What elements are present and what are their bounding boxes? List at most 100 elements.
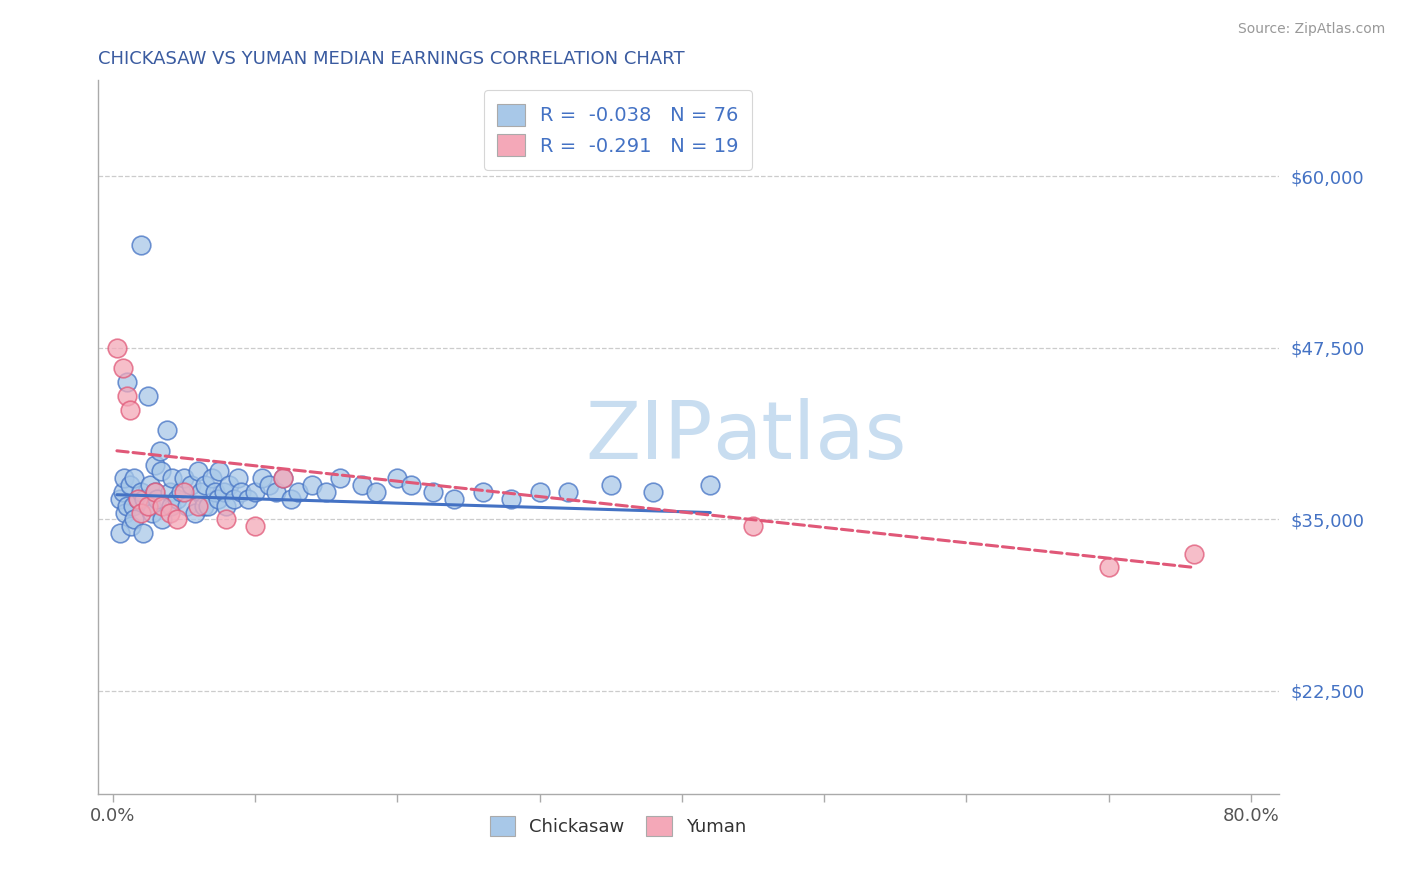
Point — [257, 478, 280, 492]
Point — [121, 499, 143, 513]
Point — [118, 402, 141, 417]
Point — [222, 491, 245, 506]
Point — [111, 485, 134, 500]
Point — [129, 485, 152, 500]
Point — [266, 485, 288, 500]
Point — [273, 471, 295, 485]
Point — [129, 506, 152, 520]
Point — [387, 471, 409, 485]
Point — [127, 491, 149, 506]
Point — [136, 389, 159, 403]
Point — [150, 464, 173, 478]
Point — [115, 375, 138, 389]
Point — [132, 491, 155, 506]
Point — [166, 491, 188, 506]
Point — [742, 519, 765, 533]
Point — [122, 512, 145, 526]
Point — [118, 478, 141, 492]
Point — [115, 499, 138, 513]
Point — [131, 526, 153, 541]
Point — [190, 485, 212, 500]
Point — [499, 491, 522, 506]
Point — [143, 458, 166, 472]
Point — [273, 471, 295, 485]
Point — [129, 238, 152, 252]
Text: CHICKASAW VS YUMAN MEDIAN EARNINGS CORRELATION CHART: CHICKASAW VS YUMAN MEDIAN EARNINGS CORRE… — [98, 50, 685, 68]
Point — [215, 499, 238, 513]
Point — [1098, 560, 1121, 574]
Point — [1182, 547, 1205, 561]
Text: Source: ZipAtlas.com: Source: ZipAtlas.com — [1237, 22, 1385, 37]
Point — [139, 499, 162, 513]
Point — [287, 485, 309, 500]
Point — [208, 464, 231, 478]
Point — [212, 485, 235, 500]
Point — [173, 471, 195, 485]
Point — [159, 485, 181, 500]
Point — [443, 491, 465, 506]
Point — [111, 361, 134, 376]
Point — [160, 499, 183, 513]
Point — [122, 471, 145, 485]
Legend: Chickasaw, Yuman: Chickasaw, Yuman — [477, 803, 759, 849]
Point — [143, 485, 166, 500]
Point — [149, 443, 172, 458]
Point — [699, 478, 721, 492]
Point — [315, 485, 337, 500]
Point — [250, 471, 273, 485]
Point — [162, 471, 184, 485]
Point — [108, 526, 131, 541]
Point — [193, 499, 215, 513]
Point — [143, 485, 166, 500]
Point — [152, 512, 174, 526]
Point — [108, 491, 131, 506]
Point — [187, 464, 209, 478]
Point — [236, 491, 259, 506]
Point — [136, 499, 159, 513]
Point — [364, 485, 387, 500]
Point — [112, 471, 135, 485]
Point — [187, 499, 209, 513]
Point — [115, 389, 138, 403]
Point — [184, 506, 207, 520]
Point — [350, 478, 373, 492]
Point — [170, 485, 193, 500]
Text: atlas: atlas — [713, 398, 907, 476]
Point — [156, 423, 179, 437]
Point — [166, 512, 188, 526]
Point — [180, 478, 202, 492]
Point — [557, 485, 579, 500]
Point — [152, 499, 174, 513]
Point — [145, 491, 167, 506]
Point — [226, 471, 249, 485]
Point — [643, 485, 665, 500]
Point — [204, 485, 226, 500]
Point — [229, 485, 252, 500]
Point — [120, 519, 142, 533]
Point — [159, 506, 181, 520]
Point — [243, 519, 266, 533]
Point — [197, 499, 219, 513]
Point — [243, 485, 266, 500]
Point — [176, 499, 198, 513]
Point — [529, 485, 551, 500]
Point — [215, 512, 238, 526]
Point — [218, 478, 240, 492]
Point — [471, 485, 494, 500]
Point — [141, 506, 163, 520]
Point — [301, 478, 323, 492]
Point — [105, 341, 128, 355]
Point — [422, 485, 444, 500]
Point — [401, 478, 423, 492]
Point — [280, 491, 302, 506]
Text: ZIP: ZIP — [585, 398, 713, 476]
Point — [173, 485, 195, 500]
Point — [599, 478, 621, 492]
Point — [114, 506, 136, 520]
Point — [127, 491, 149, 506]
Point — [329, 471, 352, 485]
Point — [207, 491, 229, 506]
Point — [138, 478, 160, 492]
Point — [201, 471, 224, 485]
Point — [194, 478, 217, 492]
